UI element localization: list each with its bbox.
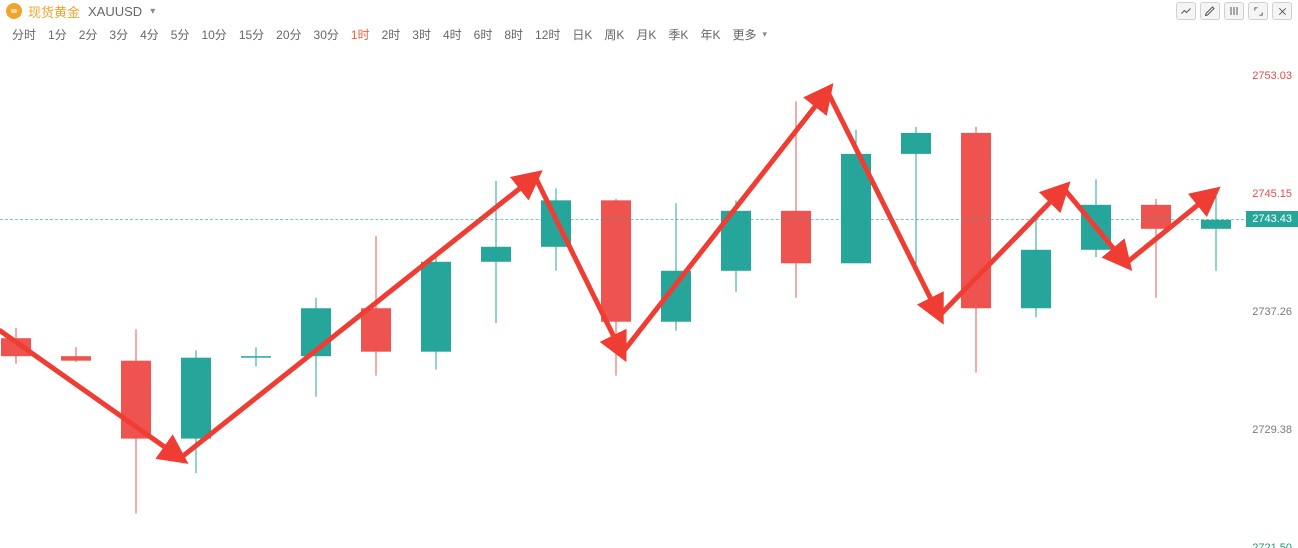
- timeframe-日K[interactable]: 日K: [566, 24, 598, 45]
- current-price-line: [0, 219, 1244, 220]
- price-label: 2729.38: [1252, 424, 1292, 436]
- timeframe-分时[interactable]: 分时: [6, 24, 42, 45]
- timeframe-2分[interactable]: 2分: [73, 24, 104, 45]
- indicators-icon[interactable]: [1224, 2, 1244, 20]
- draw-icon[interactable]: [1200, 2, 1220, 20]
- timeframe-20分[interactable]: 20分: [270, 24, 307, 45]
- toolbar-right: [1176, 2, 1292, 20]
- timeframe-4时[interactable]: 4时: [437, 24, 468, 45]
- timeframe-15分[interactable]: 15分: [233, 24, 270, 45]
- asset-symbol: XAUUSD: [88, 4, 142, 19]
- timeframe-3分[interactable]: 3分: [103, 24, 134, 45]
- price-label: 2745.15: [1252, 188, 1292, 200]
- timeframe-4分[interactable]: 4分: [134, 24, 165, 45]
- timeframe-12时[interactable]: 12时: [529, 24, 566, 45]
- timeframe-bar: 分时1分2分3分4分5分10分15分20分30分1时2时3时4时6时8时12时日…: [0, 22, 1298, 46]
- asset-icon: [6, 3, 22, 19]
- symbol-dropdown[interactable]: ▾: [150, 6, 155, 17]
- timeframe-1分[interactable]: 1分: [42, 24, 73, 45]
- price-chart[interactable]: [0, 46, 1298, 548]
- chart-header: 现货黄金 XAUUSD ▾: [0, 0, 1298, 22]
- timeframe-更多[interactable]: 更多: [726, 24, 762, 45]
- timeframe-more-dropdown[interactable]: ▾: [762, 29, 767, 40]
- price-label: 2753.03: [1252, 70, 1292, 82]
- chart-container: { "header": { "title_cn": "现货黄金", "symbo…: [0, 0, 1298, 548]
- timeframe-2时[interactable]: 2时: [376, 24, 407, 45]
- price-label: 2721.50: [1252, 542, 1292, 548]
- current-price-badge: 2743.43: [1246, 211, 1298, 227]
- timeframe-月K[interactable]: 月K: [630, 24, 662, 45]
- close-icon[interactable]: [1272, 2, 1292, 20]
- timeframe-8时[interactable]: 8时: [498, 24, 529, 45]
- timeframe-季K[interactable]: 季K: [662, 24, 694, 45]
- price-axis: 2753.03 2745.15 2743.43 2737.26 2729.38 2721.…: [1244, 46, 1298, 548]
- timeframe-6时[interactable]: 6时: [468, 24, 499, 45]
- timeframe-30分[interactable]: 30分: [308, 24, 345, 45]
- price-label: 2737.26: [1252, 306, 1292, 318]
- timeframe-周K[interactable]: 周K: [598, 24, 630, 45]
- asset-name-cn: 现货黄金: [28, 2, 80, 21]
- fullscreen-icon[interactable]: [1248, 2, 1268, 20]
- timeframe-年K[interactable]: 年K: [694, 24, 726, 45]
- timeframe-5分[interactable]: 5分: [165, 24, 196, 45]
- settings-icon[interactable]: [1176, 2, 1196, 20]
- timeframe-3时[interactable]: 3时: [406, 24, 437, 45]
- timeframe-10分[interactable]: 10分: [195, 24, 232, 45]
- timeframe-1时[interactable]: 1时: [345, 24, 376, 45]
